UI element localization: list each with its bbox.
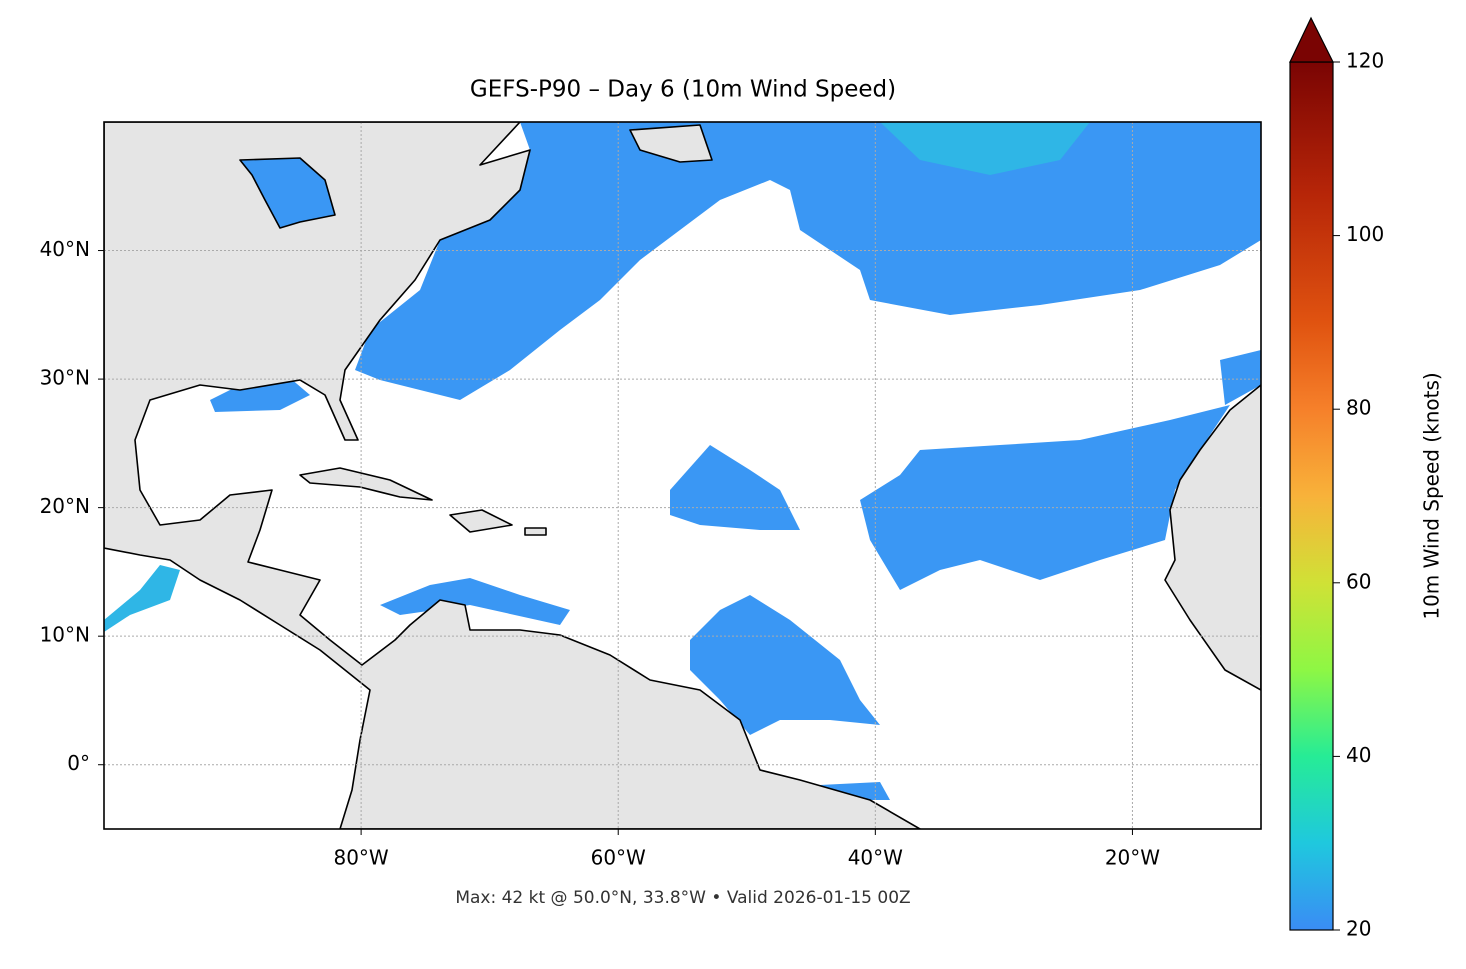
colorbar-extend (1289, 16, 1334, 63)
map-area (104, 122, 1261, 829)
wind-field (355, 122, 1261, 400)
colorbar-tick-label: 20 (1346, 917, 1371, 941)
y-tick-label: 30°N (40, 366, 90, 390)
x-tick-label: 20°W (1105, 846, 1160, 870)
x-tick-label: 80°W (333, 846, 388, 870)
hispaniola (449, 509, 513, 533)
x-tick-label: 60°W (591, 846, 646, 870)
colorbar-tick-label: 60 (1346, 569, 1371, 593)
cuba (299, 467, 433, 501)
wind-field (1220, 350, 1261, 405)
colorbar-tick-label: 80 (1346, 396, 1371, 420)
colorbar (1289, 61, 1334, 931)
americas (104, 122, 921, 829)
wind-field (104, 565, 180, 632)
wind-field (690, 595, 880, 735)
great-lakes (239, 157, 336, 229)
x-tick-label: 40°W (848, 846, 903, 870)
wind-field (880, 122, 1090, 175)
grid (104, 122, 1261, 829)
africa (1164, 384, 1261, 691)
y-tick-label: 40°N (40, 237, 90, 261)
colorbar-label: 10m Wind Speed (knots) (1420, 372, 1444, 619)
footer-note: Max: 42 kt @ 50.0°N, 33.8°W • Valid 2026… (455, 888, 910, 908)
wind-field (210, 378, 310, 412)
colorbar-tick-label: 120 (1346, 49, 1384, 73)
wind-field (380, 578, 570, 625)
wind-field (670, 445, 800, 530)
map-frame (103, 121, 1262, 830)
colorbar-tick-label: 100 (1346, 222, 1384, 246)
colorbar-tick-label: 40 (1346, 743, 1371, 767)
wind-field (860, 405, 1230, 590)
map-title: GEFS-P90 – Day 6 (10m Wind Speed) (470, 77, 896, 103)
y-tick-label: 10°N (40, 623, 90, 647)
y-tick-label: 0° (67, 751, 90, 775)
y-tick-label: 20°N (40, 494, 90, 518)
newfoundland (629, 124, 713, 163)
puerto-rico (524, 527, 547, 536)
